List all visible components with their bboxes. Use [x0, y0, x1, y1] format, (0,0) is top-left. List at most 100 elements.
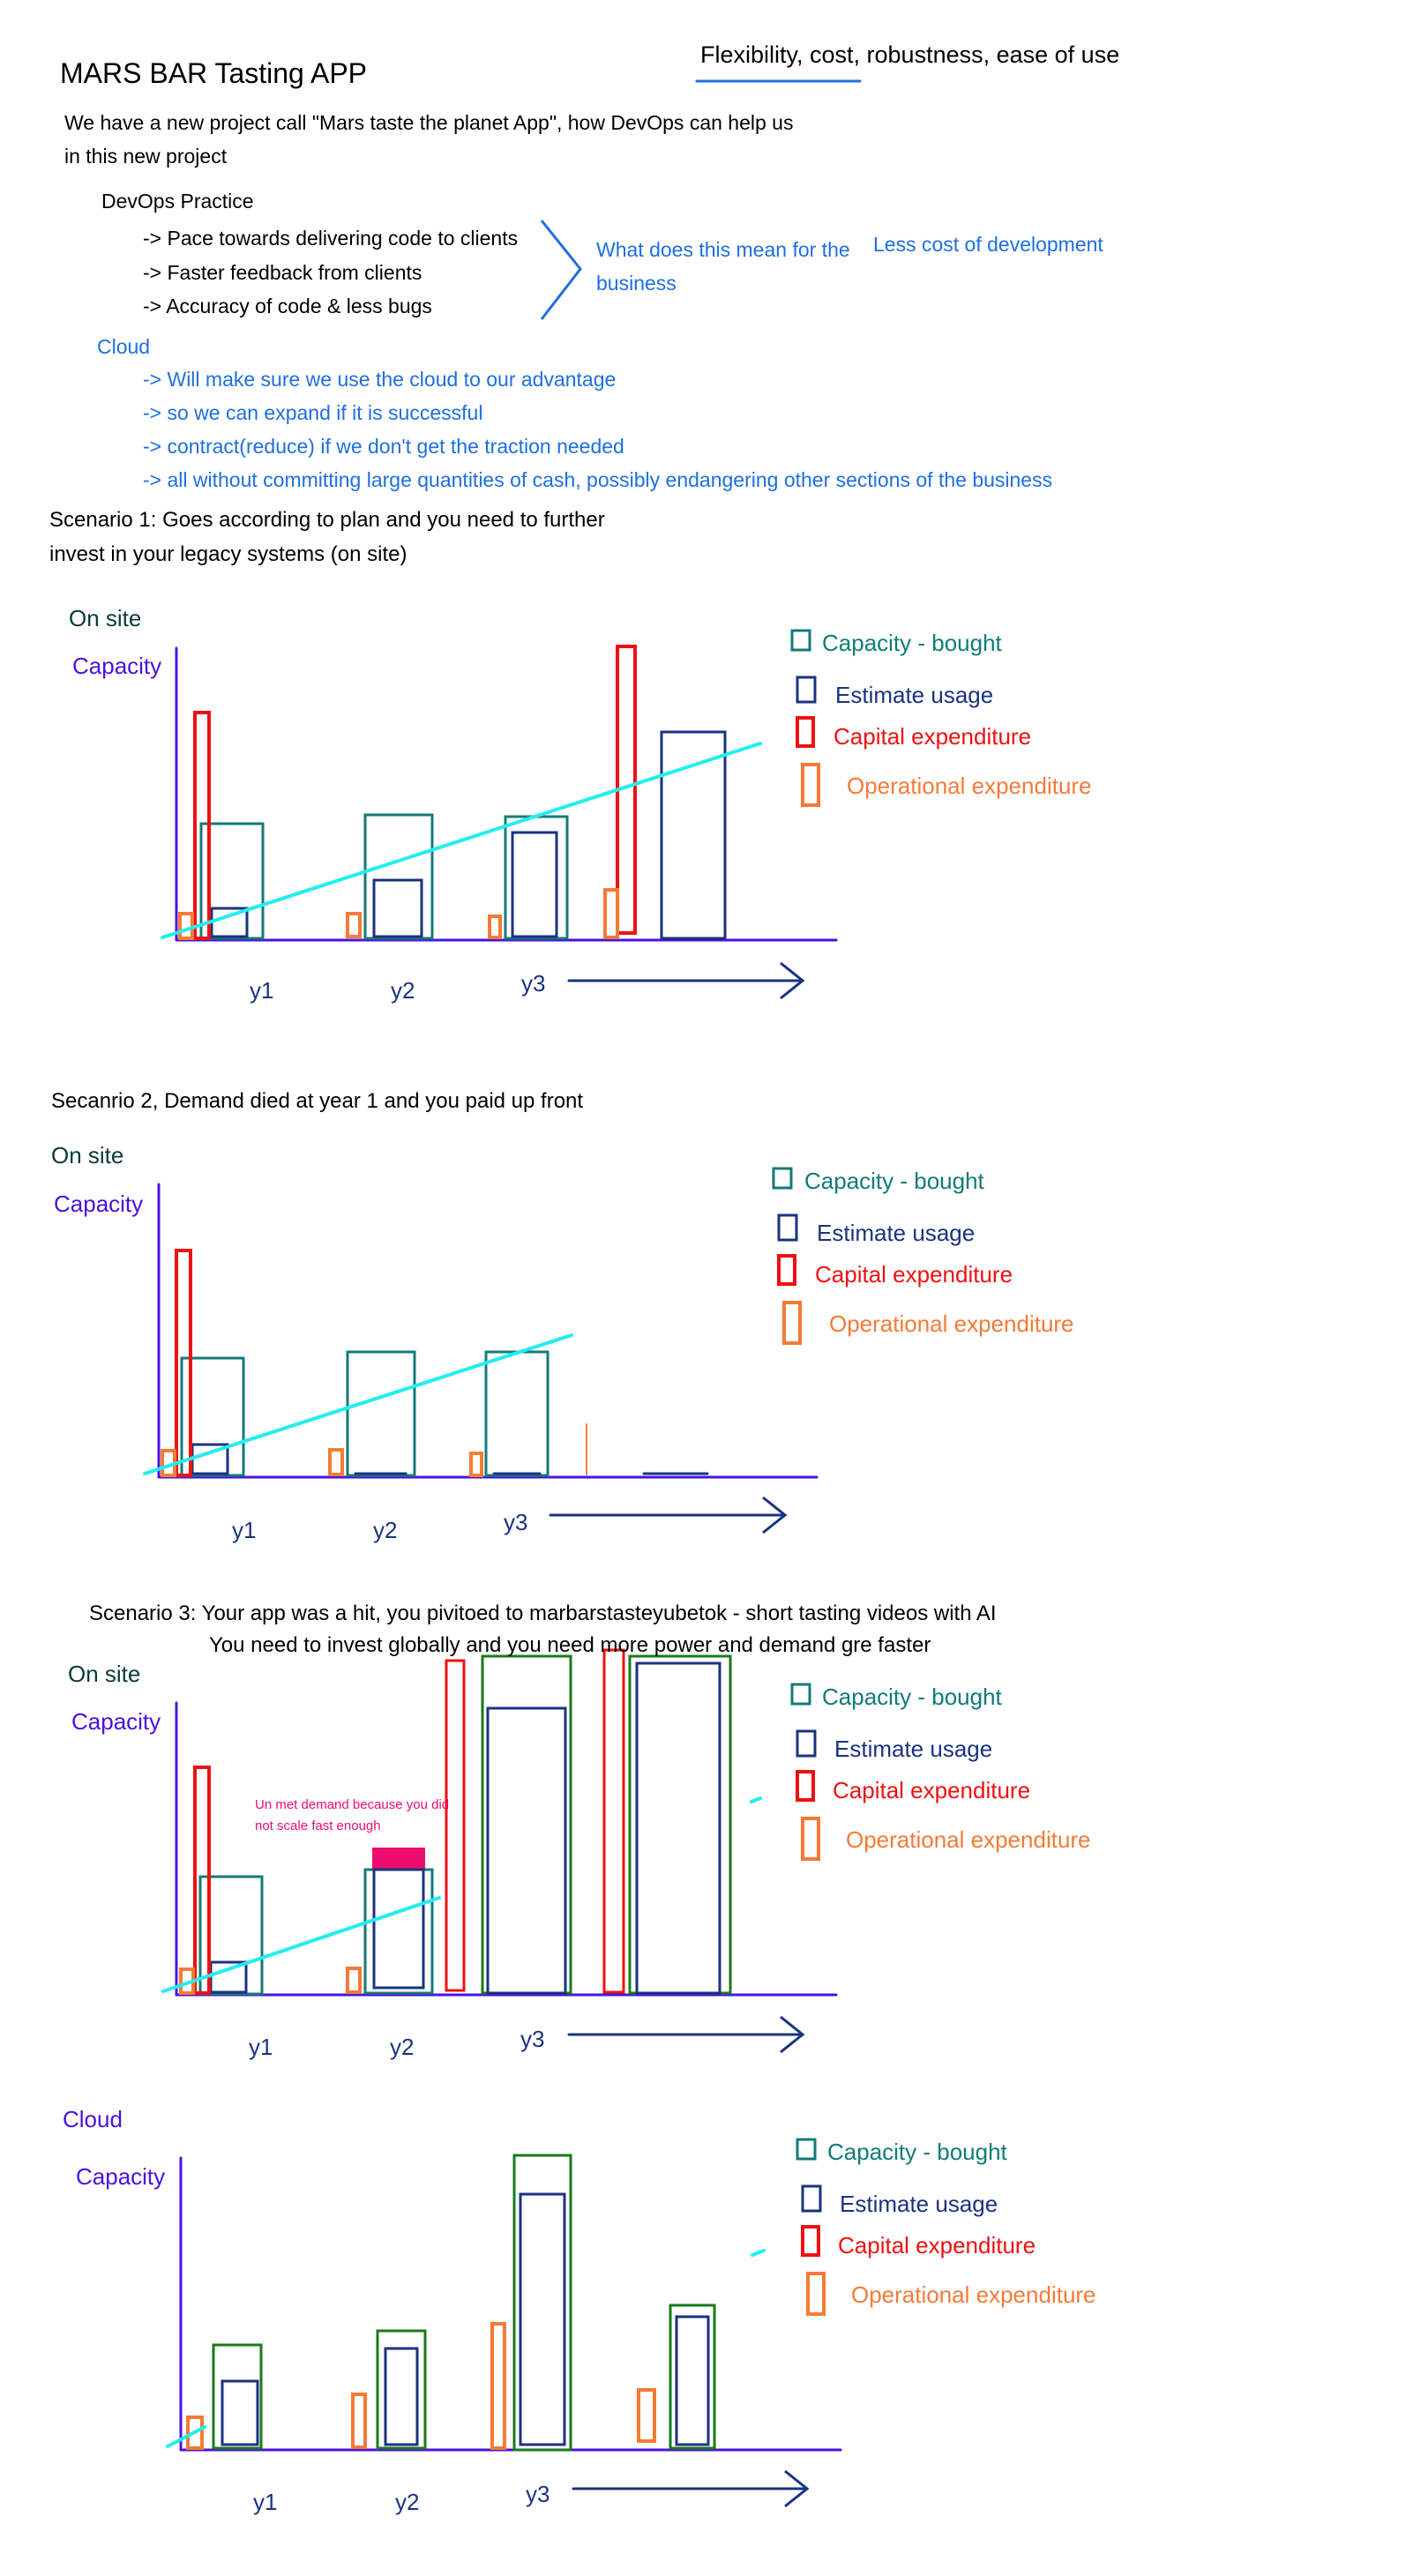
legend4-operational-expenditure-swatch — [806, 2272, 826, 2316]
scenario2-label: On site — [51, 1142, 124, 1169]
s1-time-arrow-head — [780, 961, 805, 1000]
legend4-capital-expenditure: Capital expenditure — [838, 2232, 1036, 2259]
brace-arrow-icon — [540, 220, 582, 320]
cloud-heading: Cloud — [97, 335, 151, 358]
cloud-x-label-1: y1 — [253, 2489, 278, 2515]
s3-y2-opex-bar — [346, 1967, 362, 1994]
legend2-capital-expenditure: Capital expenditure — [815, 1261, 1013, 1288]
devops-bullet-2: -> Faster feedback from clients — [143, 261, 422, 284]
scenario2-axis-label: Capacity — [54, 1191, 144, 1217]
s1-y4-capacity-bar — [660, 730, 727, 940]
cloud-chart-label: Cloud — [63, 2106, 123, 2132]
s1-y1-opex-bar — [178, 912, 194, 940]
legend2-estimate-usage: Estimate usage — [817, 1220, 976, 1246]
cloud-y3-usage-bar — [519, 2192, 566, 2446]
legend1-capital-expenditure-swatch — [796, 716, 815, 748]
scenario3-x-label-2: y2 — [390, 2034, 415, 2060]
s2-y3-capacity-bar — [484, 1350, 550, 1477]
cloud-bullet-4: -> all without committing large quantiti… — [143, 468, 1053, 491]
cloud-y1-usage-bar — [221, 2379, 259, 2446]
scenario3-x-label-1: y1 — [249, 2034, 273, 2060]
legend3-capacity-bought-swatch — [790, 1683, 811, 1706]
s3-time-arrow-head — [780, 2015, 805, 2054]
scenario2-x-label-2: y2 — [373, 1517, 398, 1543]
page-title: MARS BAR Tasting APP — [60, 57, 367, 89]
legend2-operational-expenditure-swatch — [782, 1301, 802, 1345]
s1-demand-trend-line — [161, 742, 762, 939]
scenario3-title-line-2: You need to invest globally and you need… — [209, 1633, 931, 1657]
scenario3-label: On site — [68, 1661, 141, 1687]
cloud-y3-opex-bar — [490, 2322, 506, 2450]
legend4-capacity-bought: Capacity - bought — [827, 2139, 1007, 2165]
scenario2-x-label-3: y3 — [504, 1509, 528, 1535]
top-note: Flexibility, cost, robustness, ease of u… — [700, 41, 1120, 68]
intro-line-1: We have a new project call "Mars taste t… — [64, 111, 794, 134]
legend1-capacity-bought-swatch — [790, 629, 811, 652]
cloud-bullet-3: -> contract(reduce) if we don't get the … — [143, 435, 624, 458]
legend3-capital-expenditure: Capital expenditure — [833, 1777, 1031, 1803]
business-question-line-2: business — [596, 272, 677, 295]
s2-time-arrow-head — [762, 1496, 788, 1534]
cloud-bullet-1: -> Will make sure we use the cloud to ou… — [143, 368, 617, 391]
s3-y4-capex-bar — [602, 1648, 625, 1994]
scenario1-x-label-1: y1 — [250, 977, 274, 1004]
cloud-y2-opex-bar — [351, 2393, 367, 2449]
scenario2-title: Secanrio 2, Demand died at year 1 and yo… — [51, 1089, 584, 1113]
cloud-y4-capacity-bar — [669, 2303, 716, 2450]
cloud-time-arrow-head — [784, 2469, 810, 2508]
s2-y1-capacity-bar — [180, 1356, 245, 1477]
s3-y3-capacity-bar — [481, 1654, 572, 1995]
devops-heading: DevOps Practice — [101, 190, 254, 213]
cloud-x-label-3: y3 — [526, 2481, 550, 2507]
s1-y1-capacity-bar — [199, 822, 265, 940]
legend3-estimate-usage-swatch — [796, 1729, 817, 1758]
s1-y3-opex-bar — [488, 915, 502, 939]
devops-bullet-3: -> Accuracy of code & less bugs — [143, 295, 432, 317]
scenario2-x-label-1: y1 — [232, 1517, 257, 1543]
scenario1-axis-label: Capacity — [72, 653, 162, 679]
cloud-y4-usage-bar — [675, 2315, 710, 2446]
legend2-capacity-bought: Capacity - bought — [804, 1168, 984, 1194]
legend1-capital-expenditure: Capital expenditure — [834, 723, 1032, 750]
s3-y4-usage-bar — [635, 1661, 721, 1995]
scenario1-x-label-2: y2 — [391, 977, 415, 1004]
cloud-y1-opex-bar — [186, 2415, 204, 2450]
cloud-bullet-2: -> so we can expand if it is successful — [143, 401, 483, 424]
s3-trend-fragment — [750, 1796, 762, 1803]
s1-y1-capex-bar — [193, 711, 211, 940]
s1-y2-opex-bar — [346, 912, 362, 938]
scenario3-x-label-3: y3 — [520, 2026, 545, 2052]
unmet-demand-note-line-1: Un met demand because you did — [255, 1797, 450, 1812]
cloud-trend-fragment — [751, 2249, 766, 2257]
s1-y2-capacity-bar — [363, 813, 434, 940]
s2-y1-capex-bar — [175, 1249, 192, 1477]
legend4-estimate-usage-swatch — [801, 2184, 822, 2213]
s2-y3-opex-bar — [469, 1452, 483, 1477]
legend1-operational-expenditure: Operational expenditure — [847, 773, 1092, 799]
legend3-operational-expenditure: Operational expenditure — [846, 1826, 1091, 1853]
scenario3-title-line-1: Scenario 3: Your app was a hit, you pivi… — [89, 1602, 997, 1625]
legend3-capacity-bought: Capacity - bought — [822, 1684, 1002, 1710]
s3-y3-capex-bar — [445, 1659, 466, 1992]
intro-line-2: in this new project — [64, 145, 228, 168]
cloud-y3-capacity-bar — [512, 2154, 572, 2452]
cloud-x-label-2: y2 — [395, 2489, 420, 2515]
cloud-demand-trend-line — [166, 2425, 206, 2448]
legend4-operational-expenditure: Operational expenditure — [851, 2281, 1096, 2308]
legend2-operational-expenditure: Operational expenditure — [829, 1310, 1074, 1337]
scenario1-x-label-3: y3 — [521, 970, 546, 997]
s2-y2-opex-bar — [328, 1448, 344, 1476]
legend3-operational-expenditure-swatch — [801, 1817, 820, 1861]
s1-y2-usage-bar — [372, 878, 423, 938]
s3-y4-capacity-bar — [628, 1654, 732, 1995]
cloud-chart-axis-label: Capacity — [76, 2163, 166, 2190]
s1-y3-usage-bar — [511, 831, 558, 938]
s3-y1-capex-bar — [193, 1766, 211, 1995]
legend1-capacity-bought: Capacity - bought — [822, 630, 1002, 656]
cloud-y1-capacity-bar — [212, 2343, 263, 2450]
legend1-operational-expenditure-swatch — [801, 763, 820, 807]
scenario1-title-line-1: Scenario 1: Goes according to plan and y… — [49, 508, 605, 532]
s1-y4-opex-bar — [603, 888, 619, 939]
legend1-estimate-usage-swatch — [796, 676, 817, 704]
